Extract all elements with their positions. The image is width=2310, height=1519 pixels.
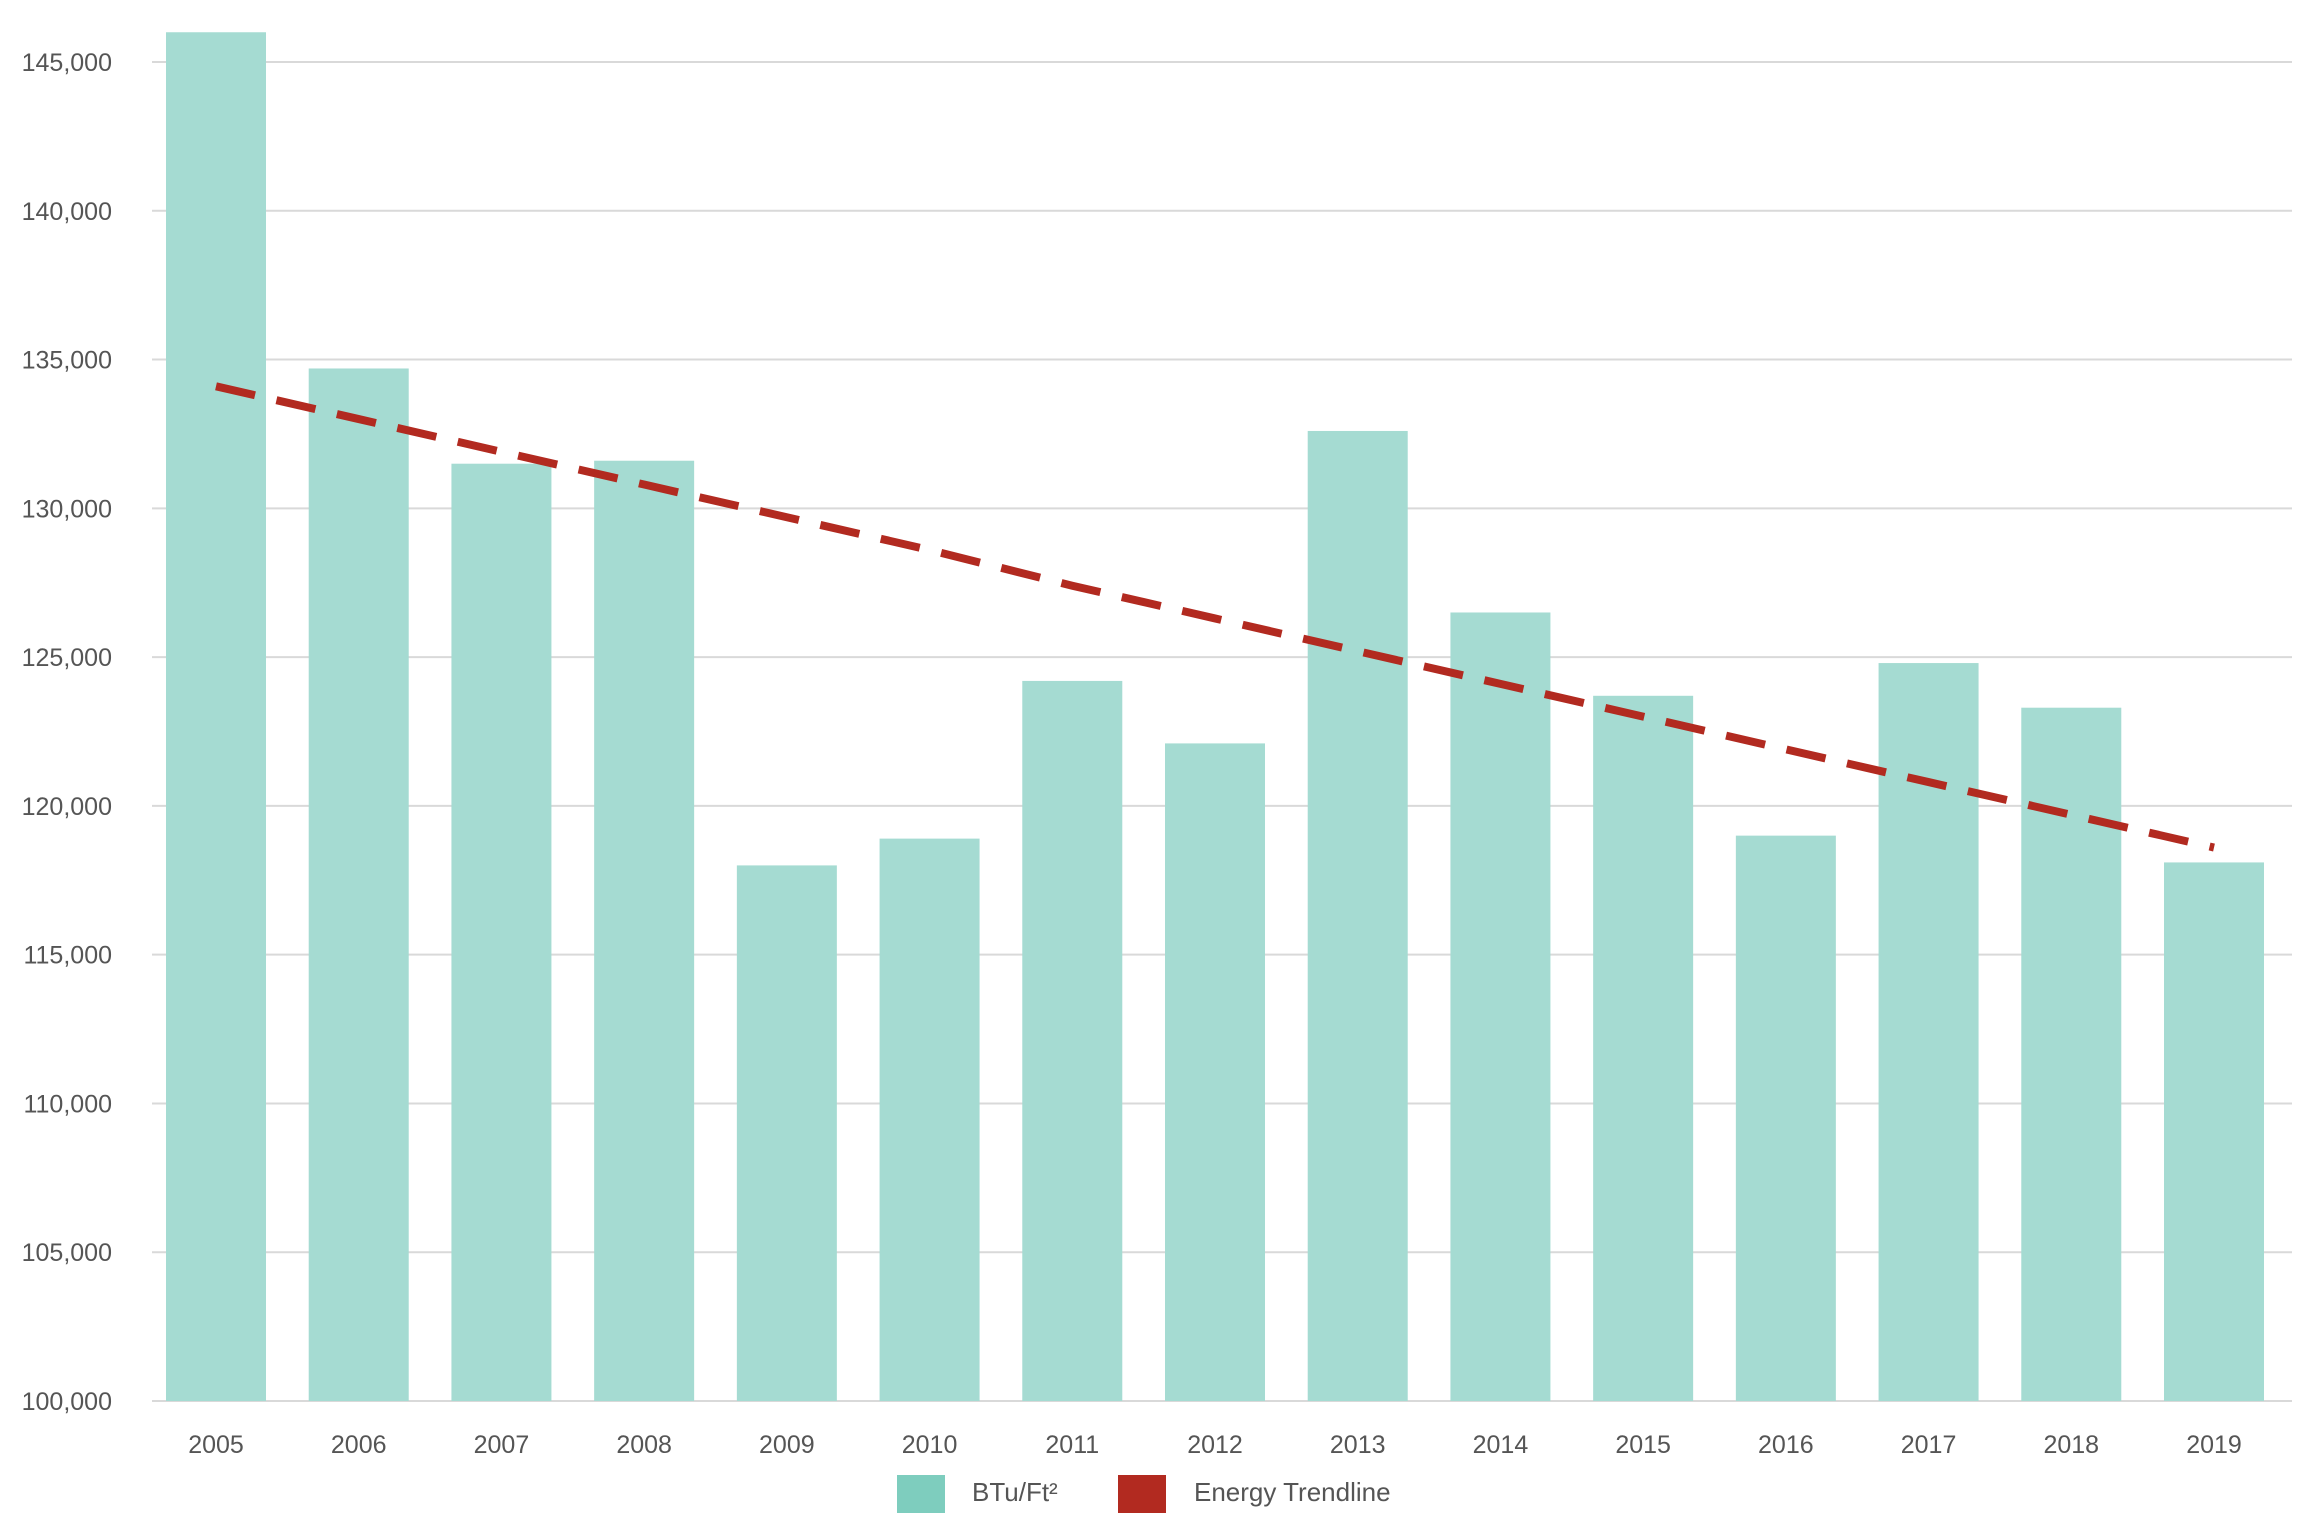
- trendline-energy: [215, 382, 2215, 852]
- y-tick-label: 140,000: [22, 198, 112, 226]
- x-tick-label: 2005: [188, 1431, 244, 1459]
- bars: [166, 32, 2264, 1402]
- bar-2006: [308, 368, 409, 1402]
- x-tick-label: 2008: [616, 1431, 672, 1459]
- bar-2010: [879, 838, 980, 1401]
- x-tick-label: 2018: [2043, 1431, 2099, 1459]
- x-tick-label: 2007: [474, 1431, 530, 1459]
- y-tick-label: 130,000: [22, 495, 112, 523]
- bar-2016: [1735, 835, 1836, 1401]
- bar-2019: [2164, 862, 2264, 1401]
- bar-2011: [1022, 680, 1123, 1401]
- y-tick-label: 120,000: [22, 793, 112, 821]
- bar-2007: [451, 463, 552, 1401]
- bar-2009: [736, 865, 837, 1401]
- x-tick-label: 2017: [1901, 1431, 1957, 1459]
- bar-2008: [594, 460, 695, 1401]
- legend: BTu/Ft² Energy Trendline: [897, 1475, 1391, 1513]
- legend-swatch: [897, 1475, 945, 1513]
- x-axis-ticks: 2005 2006 2007 2008 2009 2010 2011 2012 2013 2014…: [188, 1431, 2242, 1459]
- x-tick-label: 2009: [759, 1431, 815, 1459]
- x-tick-label: 2013: [1330, 1431, 1386, 1459]
- bar-2014: [1450, 612, 1551, 1401]
- x-tick-label: 2016: [1758, 1431, 1814, 1459]
- x-tick-label: 2012: [1187, 1431, 1243, 1459]
- x-tick-label: 2015: [1615, 1431, 1671, 1459]
- y-tick-label: 110,000: [23, 1090, 112, 1118]
- legend-label: Energy Trendline: [1194, 1477, 1391, 1507]
- y-axis-ticks: 100,000 105,000 110,000 115,000 120,000 125,0…: [22, 49, 112, 1416]
- y-tick-label: 100,000: [22, 1388, 112, 1416]
- x-tick-label: 2019: [2186, 1431, 2242, 1459]
- bar-2013: [1307, 430, 1408, 1402]
- y-tick-label: 105,000: [22, 1239, 112, 1267]
- bar-2017: [1878, 663, 1979, 1401]
- x-tick-label: 2014: [1473, 1431, 1529, 1459]
- bar-2005: [166, 32, 266, 1402]
- y-tick-label: 115,000: [23, 942, 112, 970]
- trendline: [215, 382, 2215, 852]
- bar-2012: [1165, 743, 1265, 1401]
- legend-swatch: [1118, 1475, 1166, 1513]
- y-tick-label: 135,000: [22, 347, 112, 375]
- x-tick-label: 2010: [902, 1431, 958, 1459]
- bar-2015: [1593, 695, 1694, 1401]
- bar-2018: [2021, 707, 2122, 1401]
- legend-label: BTu/Ft²: [972, 1477, 1058, 1507]
- y-tick-label: 125,000: [22, 644, 112, 672]
- y-tick-label: 145,000: [22, 49, 112, 77]
- x-tick-label: 2006: [331, 1431, 387, 1459]
- x-tick-label: 2011: [1045, 1431, 1099, 1459]
